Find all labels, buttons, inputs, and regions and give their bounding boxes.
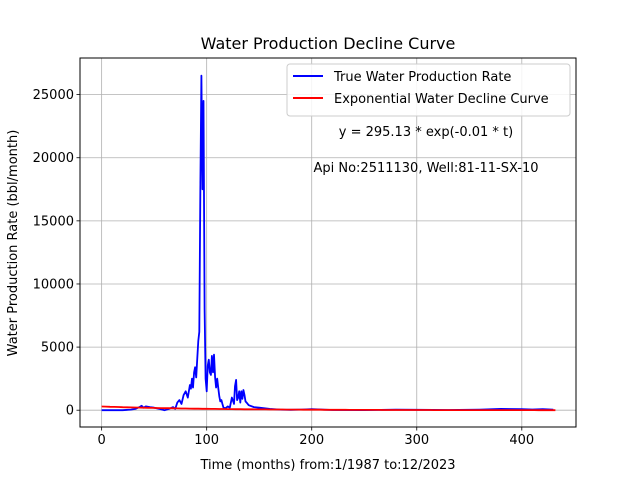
plot-lines [101, 74, 556, 412]
y-tick-label: 0 [66, 404, 74, 419]
y-tick-label: 20000 [33, 151, 74, 166]
y-tick-label: 5000 [41, 341, 74, 356]
well-annotation: Api No:2511130, Well:81-11-SX-10 [313, 161, 538, 176]
x-tick-label: 100 [194, 433, 219, 448]
x-tick-label: 400 [509, 433, 534, 448]
x-axis-label: Time (months) from:1/1987 to:12/2023 [199, 458, 455, 473]
legend-decline-curve-label: Exponential Water Decline Curve [334, 92, 549, 107]
x-tick-label: 0 [97, 433, 105, 448]
legend-box [286, 63, 571, 117]
y-tick-label: 10000 [33, 277, 74, 292]
legend-true-rate-label: True Water Production Rate [333, 70, 511, 85]
legend: True Water Production Rate Exponential W… [286, 63, 571, 117]
y-tick-label: 25000 [33, 88, 74, 103]
y-tick-label: 15000 [33, 214, 74, 229]
exponential-decline-curve-line [101, 405, 556, 412]
x-tick-label: 300 [404, 433, 429, 448]
y-axis-ticks: 0 5000 10000 15000 20000 25000 [33, 88, 80, 419]
x-tick-label: 200 [299, 433, 324, 448]
chart-title: Water Production Decline Curve [201, 34, 456, 53]
y-axis-label: Water Production Rate (bbl/month) [6, 130, 21, 357]
x-axis-ticks: 0 100 200 300 400 [97, 427, 534, 448]
plot-frame [79, 57, 577, 428]
equation-annotation: y = 295.13 * exp(-0.01 * t) [339, 125, 513, 140]
